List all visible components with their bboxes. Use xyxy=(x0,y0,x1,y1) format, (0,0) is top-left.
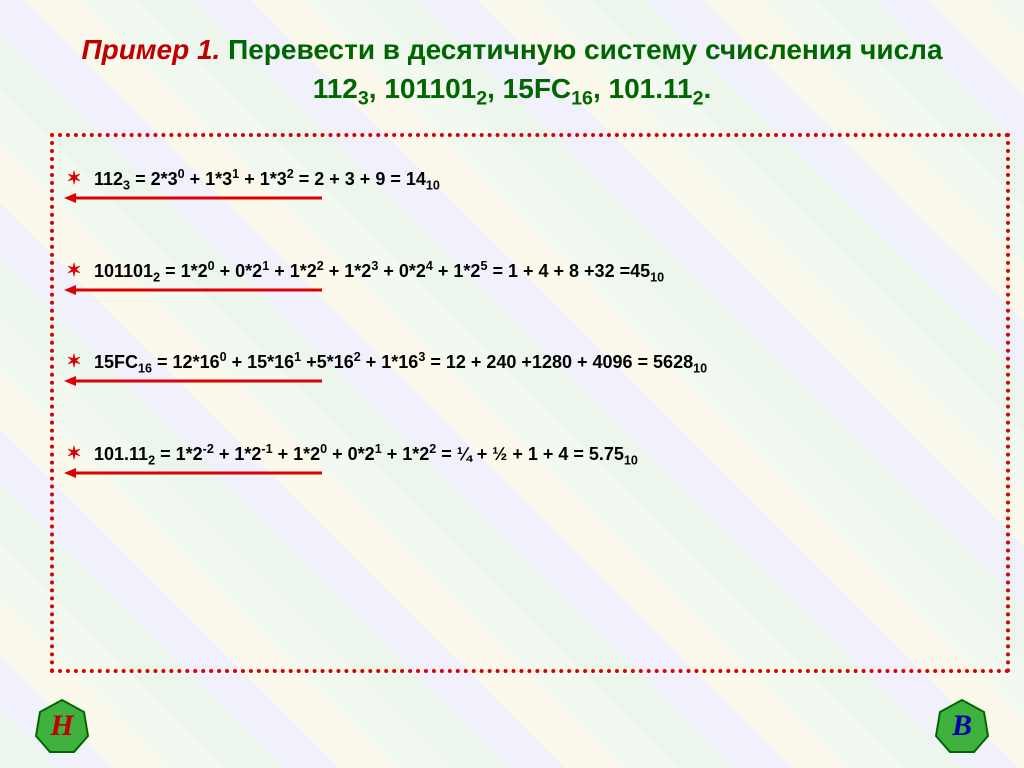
arrow-icon xyxy=(64,374,324,388)
bullet-icon: ✶ xyxy=(64,352,84,370)
bullet-icon: ✶ xyxy=(64,444,84,462)
example-line-3: ✶ 15FC16 = 12*160 + 15*161 +5*162 + 1*16… xyxy=(94,350,986,376)
example-line-2: ✶ 1011012 = 1*20 + 0*21 + 1*22 + 1*23 + … xyxy=(94,259,986,285)
example-text: 15FC16 = 12*160 + 15*161 +5*162 + 1*163 … xyxy=(94,352,707,372)
title-lead: Пример 1. xyxy=(81,34,220,65)
slide-title: Пример 1. Перевести в десятичную систему… xyxy=(62,30,962,113)
slide: Пример 1. Перевести в десятичную систему… xyxy=(0,0,1024,768)
arrow-icon xyxy=(64,466,324,480)
title-rest: Перевести в десятичную систему счисления… xyxy=(220,34,942,104)
bullet-icon: ✶ xyxy=(64,169,84,187)
nav-prev-button[interactable]: Н xyxy=(34,698,90,754)
arrow-icon xyxy=(64,191,324,205)
example-text: 1011012 = 1*20 + 0*21 + 1*22 + 1*23 + 0*… xyxy=(94,261,664,281)
nav-prev-label: Н xyxy=(50,709,73,743)
arrow-icon xyxy=(64,283,324,297)
nav-next-button[interactable]: В xyxy=(934,698,990,754)
bullet-icon: ✶ xyxy=(64,261,84,279)
example-line-4: ✶ 101.112 = 1*2-2 + 1*2-1 + 1*20 + 0*21 … xyxy=(94,442,986,468)
example-text: 1123 = 2*30 + 1*31 + 1*32 = 2 + 3 + 9 = … xyxy=(94,169,440,189)
example-line-1: ✶ 1123 = 2*30 + 1*31 + 1*32 = 2 + 3 + 9 … xyxy=(94,167,986,193)
content-box: ✶ 1123 = 2*30 + 1*31 + 1*32 = 2 + 3 + 9 … xyxy=(50,133,1010,673)
nav-next-label: В xyxy=(952,709,972,743)
example-text: 101.112 = 1*2-2 + 1*2-1 + 1*20 + 0*21 + … xyxy=(94,444,638,464)
